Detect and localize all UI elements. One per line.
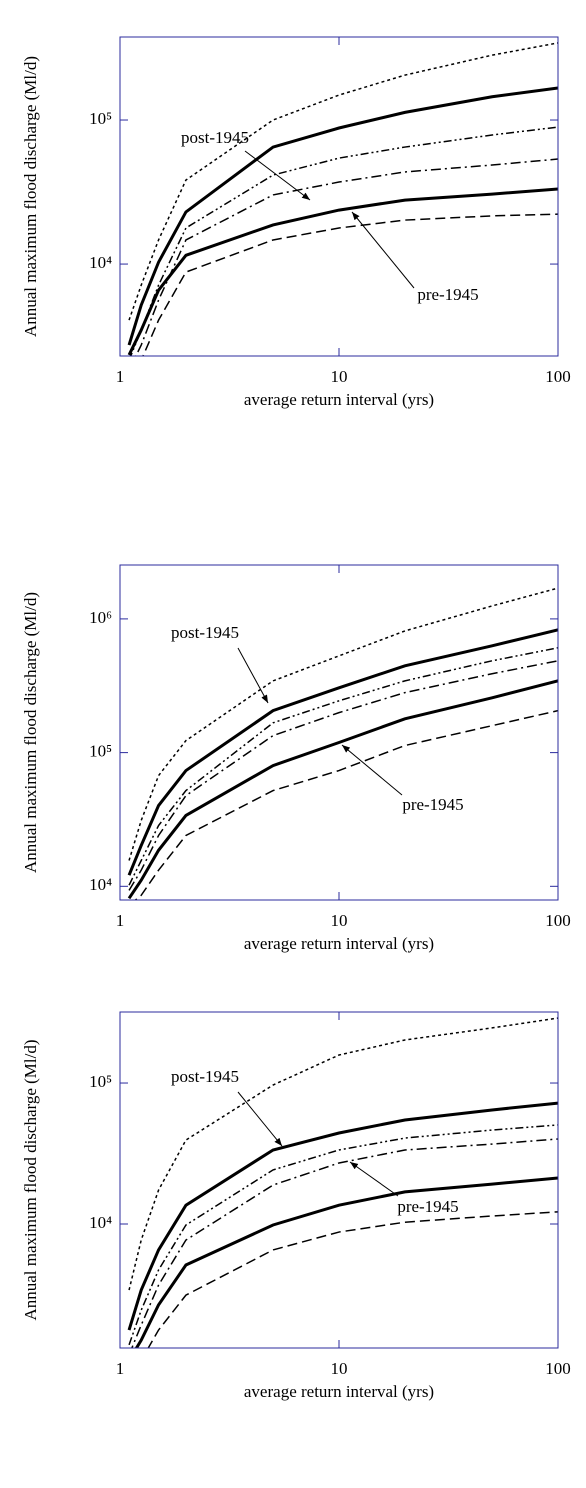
series-line [128, 1124, 558, 1346]
annotation-arrow [237, 1091, 283, 1147]
annotation-arrow [341, 744, 403, 796]
x-axis-label: average return interval (yrs) [244, 934, 434, 953]
annotation: pre-1945 [397, 1197, 458, 1216]
series-line [127, 187, 558, 356]
x-tick-label: 1 [116, 911, 125, 930]
series-line [128, 42, 558, 321]
x-tick-label: 10 [331, 367, 348, 386]
x-tick-label: 10 [331, 1359, 348, 1378]
x-tick-label: 1 [116, 1359, 125, 1378]
series-line [135, 158, 558, 356]
x-tick-label: 1 [116, 367, 125, 386]
series-line [142, 213, 558, 356]
series-line [127, 628, 558, 876]
annotation: pre-1945 [417, 285, 478, 304]
annotation: post-1945 [171, 1067, 239, 1086]
y-tick-label: 10⁶ [89, 608, 112, 627]
x-tick-label: 100 [545, 367, 571, 386]
chart: 1 10 100 10⁴ 10⁵ 10⁶ average return interval (… [21, 564, 571, 953]
plot-frame [119, 564, 559, 901]
y-axis-label: Annual maximum flood discharge (Ml/d) [21, 1039, 40, 1320]
x-tick-label: 100 [545, 1359, 571, 1378]
annotation: post-1945 [171, 623, 239, 642]
annotation: pre-1945 [402, 795, 463, 814]
annotation-arrow [237, 647, 269, 704]
series-line [127, 679, 558, 900]
series-line [128, 587, 558, 861]
x-axis-label: average return interval (yrs) [244, 1382, 434, 1401]
y-axis-label: Annual maximum flood discharge (Ml/d) [21, 56, 40, 337]
x-axis-label: average return interval (yrs) [244, 390, 434, 409]
series-line [128, 647, 558, 886]
y-tick-label: 10⁵ [89, 1072, 112, 1091]
annotation-arrow [349, 1161, 399, 1197]
annotation-arrow [351, 211, 415, 289]
y-tick-label: 10⁵ [89, 742, 112, 761]
plot-frame [119, 36, 559, 357]
annotation: post-1945 [181, 128, 249, 147]
chart: 1 10 100 10⁴ 10⁵ average return interval (yrs… [21, 1011, 571, 1401]
y-axis-label: Annual maximum flood discharge (Ml/d) [21, 592, 40, 873]
x-tick-label: 100 [545, 911, 571, 930]
annotation-arrow [244, 150, 311, 201]
series-line [131, 1138, 558, 1348]
series-line [129, 126, 558, 356]
series-line [134, 709, 558, 900]
series-line [127, 86, 558, 346]
y-tick-label: 10⁴ [89, 253, 112, 272]
y-tick-label: 10⁴ [89, 875, 112, 894]
y-tick-label: 10⁵ [89, 109, 112, 128]
x-tick-label: 10 [331, 911, 348, 930]
chart: 1 10 100 10⁴ 10⁵ average return interval (yrs… [21, 36, 571, 409]
series-line [147, 1211, 558, 1348]
series-line [127, 1101, 558, 1331]
y-tick-label: 10⁴ [89, 1213, 112, 1232]
series-line [128, 1017, 558, 1291]
series-line [128, 660, 558, 891]
series-line [134, 1176, 558, 1348]
plot-frame [119, 1011, 559, 1349]
